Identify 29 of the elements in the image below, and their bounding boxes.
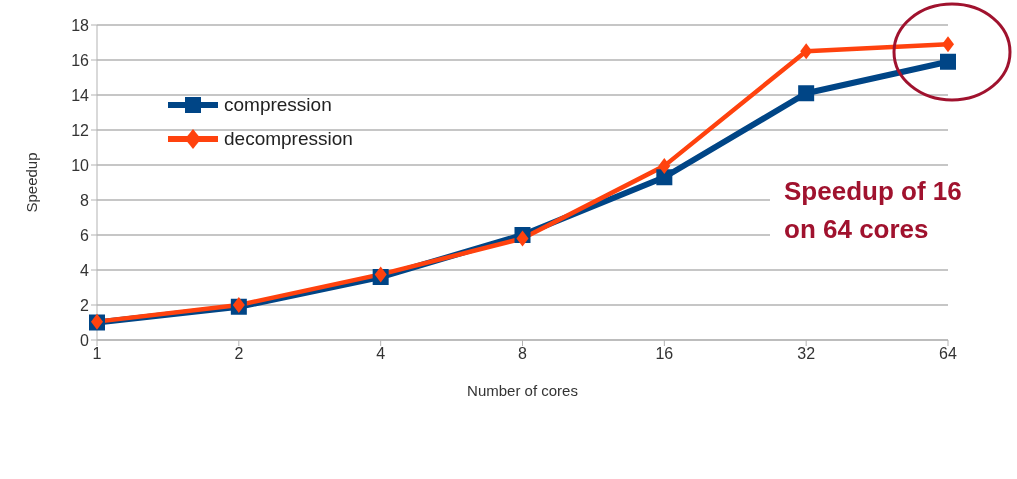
x-tick-label: 16 [655,345,674,363]
legend-label: decompression [224,128,353,150]
point [800,43,813,60]
x-tick-label: 64 [939,345,957,363]
y-tick-label: 16 [71,51,90,69]
y-tick-label: 4 [80,261,90,279]
x-axis-title: Number of cores [467,382,578,399]
point [516,230,529,247]
y-tick-label: 8 [80,191,90,209]
x-tick-label: 1 [92,345,102,363]
y-tick-label: 2 [80,296,90,314]
x-tick-label: 8 [518,345,528,363]
y-tick-label: 10 [71,156,90,174]
y-tick-label: 6 [80,226,90,244]
point [798,85,815,102]
y-tick-label: 12 [71,121,90,139]
point [658,157,671,174]
y-tick-label: 18 [71,16,90,34]
x-tick-label: 32 [797,345,816,363]
annotation: Speedup of 16 on 64 cores [770,166,976,254]
point [656,169,673,186]
x-tick-label: 4 [376,345,386,363]
y-tick-label: 0 [80,331,90,349]
point [940,53,956,70]
x-tick-label: 2 [234,345,244,363]
y-axis-title: Speedup [23,152,41,213]
point [942,36,954,53]
legend-label: compression [224,94,332,116]
y-tick-label: 14 [71,86,90,104]
